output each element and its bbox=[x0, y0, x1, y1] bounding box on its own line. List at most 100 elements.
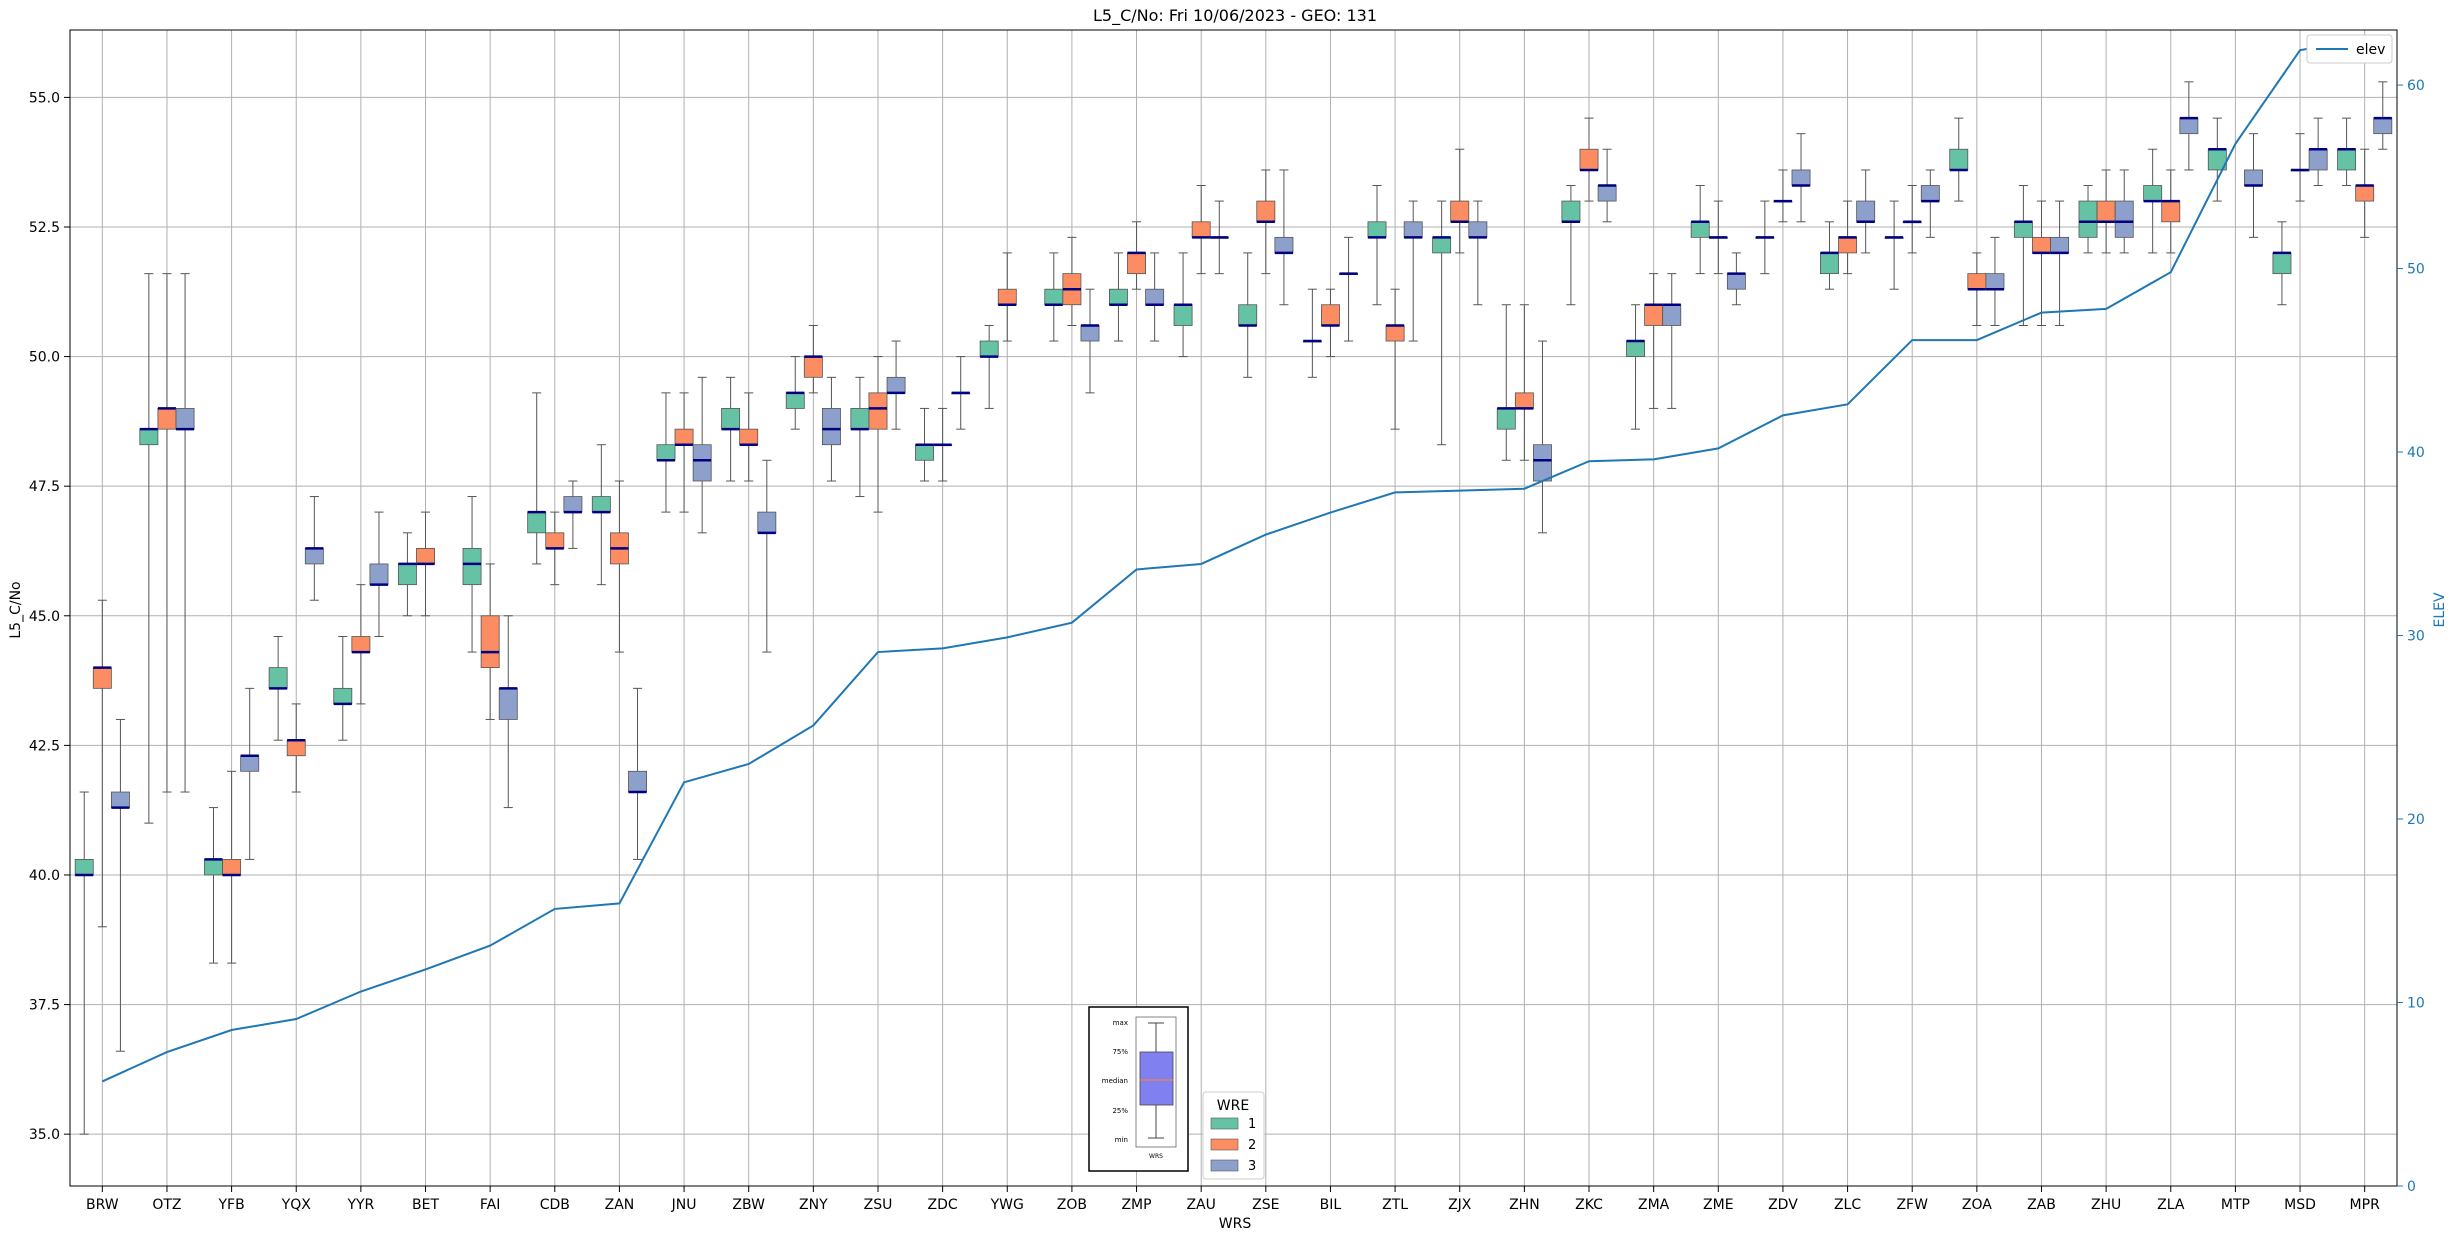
box-2 bbox=[1838, 236, 1858, 254]
x-tick-label: ZFW bbox=[1896, 1197, 1928, 1213]
key-label-max: max bbox=[1113, 1019, 1128, 1027]
box-3 bbox=[1533, 444, 1552, 482]
box-1 bbox=[139, 428, 159, 446]
box-1 bbox=[1496, 408, 1516, 430]
box-3 bbox=[628, 770, 647, 793]
box-3 bbox=[304, 547, 324, 565]
x-tick-label: YFB bbox=[217, 1197, 244, 1213]
box-2 bbox=[1256, 200, 1276, 223]
x-tick-label: ZDV bbox=[1768, 1197, 1798, 1213]
box-3 bbox=[1791, 169, 1811, 186]
box-2 bbox=[1514, 392, 1534, 409]
x-tick-label: ZOB bbox=[1057, 1197, 1087, 1213]
x-tick-label: ZLC bbox=[1834, 1197, 1861, 1213]
box-2 bbox=[1127, 252, 1146, 275]
y-right-tick-label: 30 bbox=[2407, 629, 2425, 645]
box-2 bbox=[1385, 325, 1405, 342]
box-3 bbox=[369, 563, 389, 586]
y-right-tick-label: 40 bbox=[2407, 445, 2425, 461]
box-1 bbox=[333, 687, 353, 705]
x-tick-label: ZBW bbox=[732, 1197, 765, 1213]
x-tick-label: ZAN bbox=[605, 1197, 635, 1213]
box-2 bbox=[351, 636, 371, 653]
y-right-tick-label: 10 bbox=[2407, 996, 2425, 1012]
x-tick-label: ZLA bbox=[2157, 1197, 2185, 1213]
y-tick-label: 47.5 bbox=[29, 479, 60, 495]
key-label-min: min bbox=[1115, 1136, 1128, 1144]
y-tick-label: 35.0 bbox=[29, 1127, 60, 1143]
key-label-q3: 75% bbox=[1112, 1048, 1128, 1056]
x-axis-label: WRS bbox=[1219, 1216, 1252, 1232]
box-1 bbox=[462, 547, 482, 586]
y-right-tick-label: 60 bbox=[2407, 78, 2425, 94]
y-right-tick-label: 50 bbox=[2407, 262, 2425, 278]
box-1 bbox=[1044, 288, 1064, 306]
box-3 bbox=[563, 496, 583, 513]
box-2 bbox=[157, 408, 177, 430]
y-tick-label: 45.0 bbox=[29, 609, 60, 625]
box-3 bbox=[110, 791, 130, 808]
whiskers-layer bbox=[79, 81, 2388, 1135]
x-tick-label: ZHU bbox=[2091, 1197, 2121, 1213]
box-2 bbox=[2096, 200, 2116, 223]
x-tick-label: YWG bbox=[990, 1197, 1024, 1213]
boxes-layer bbox=[74, 116, 2393, 877]
x-tick-label: ZTL bbox=[1382, 1197, 1408, 1213]
box-1 bbox=[2272, 252, 2292, 275]
box-1 bbox=[74, 859, 94, 876]
box-3 bbox=[1597, 185, 1617, 202]
box-1 bbox=[527, 511, 547, 534]
box-1 bbox=[2143, 185, 2163, 202]
x-tick-label: OTZ bbox=[152, 1197, 181, 1213]
box-1 bbox=[2078, 200, 2098, 238]
box-2 bbox=[92, 667, 112, 689]
box-3 bbox=[886, 376, 906, 394]
x-tick-label: BIL bbox=[1320, 1197, 1342, 1213]
box-2 bbox=[2355, 185, 2375, 202]
box-3 bbox=[2308, 148, 2328, 171]
x-tick-label: ZAB bbox=[2027, 1197, 2056, 1213]
y-right-tick-label: 0 bbox=[2407, 1179, 2416, 1195]
elev-line-layer bbox=[101, 38, 2365, 1083]
y-axis-left: 35.0 37.5 40.0 42.5 45.0 47.5 50.0 52.5 55.0 bbox=[29, 90, 70, 1143]
box-2 bbox=[480, 615, 500, 669]
x-tick-label: MSD bbox=[2284, 1197, 2316, 1213]
x-tick-label: FAI bbox=[480, 1197, 500, 1213]
wre-legend-label-1: 1 bbox=[1248, 1117, 1256, 1132]
box-2 bbox=[222, 859, 242, 876]
box-2 bbox=[1450, 200, 1470, 223]
box-1 bbox=[397, 563, 417, 586]
key-box-rect bbox=[1139, 1051, 1174, 1106]
x-tick-label: ZSU bbox=[864, 1197, 893, 1213]
box-3 bbox=[1920, 185, 1940, 202]
box-1 bbox=[1173, 304, 1193, 326]
box-1 bbox=[1367, 221, 1387, 238]
chart-title: L5_C/No: Fri 10/06/2023 - GEO: 131 bbox=[1093, 6, 1377, 26]
box-2 bbox=[739, 428, 759, 446]
box-3 bbox=[1403, 221, 1423, 238]
box-1 bbox=[1820, 252, 1839, 275]
x-tick-label: MPR bbox=[2350, 1197, 2381, 1213]
x-tick-label: JNU bbox=[671, 1197, 697, 1213]
x-tick-label: ZNY bbox=[799, 1197, 828, 1213]
box-2 bbox=[674, 428, 694, 446]
x-tick-label: ZJX bbox=[1448, 1197, 1472, 1213]
key-label-q1: 25% bbox=[1112, 1107, 1128, 1115]
box-3 bbox=[1856, 200, 1876, 223]
box-1 bbox=[1432, 236, 1452, 254]
wre-legend-swatch-2 bbox=[1210, 1138, 1239, 1151]
box-3 bbox=[1985, 273, 2005, 290]
box-3 bbox=[2373, 117, 2393, 135]
box-2 bbox=[286, 739, 306, 757]
x-tick-label: YQX bbox=[281, 1197, 312, 1213]
box-3 bbox=[1145, 288, 1165, 306]
x-tick-label: BRW bbox=[86, 1197, 119, 1213]
y-tick-label: 50.0 bbox=[29, 350, 60, 366]
box-1 bbox=[1108, 288, 1128, 306]
box-3 bbox=[2244, 169, 2263, 186]
box-3 bbox=[2114, 200, 2134, 238]
box-2 bbox=[2161, 200, 2181, 223]
box-2 bbox=[997, 288, 1017, 306]
box-3 bbox=[2179, 117, 2199, 135]
y-axis-right-label: ELEV bbox=[2432, 592, 2448, 627]
